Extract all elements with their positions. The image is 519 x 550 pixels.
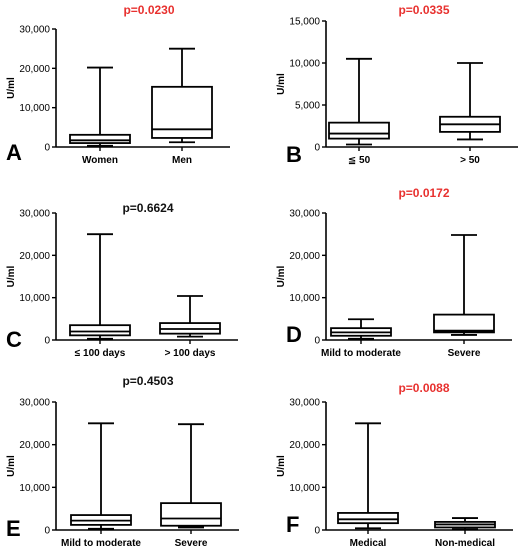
box-2 bbox=[439, 62, 501, 141]
y-tick-label: 10,000 bbox=[19, 293, 50, 304]
panel-letter: C bbox=[6, 327, 22, 352]
panel-letter: E bbox=[6, 516, 21, 541]
box-2 bbox=[160, 423, 222, 529]
panel-letter: F bbox=[286, 512, 299, 537]
panel-title: p=0.0335 bbox=[398, 3, 449, 17]
box-iqr bbox=[151, 85, 213, 139]
y-tick-label: 30,000 bbox=[19, 398, 50, 409]
box-2 bbox=[434, 517, 496, 531]
y-axis-label: U/ml bbox=[6, 265, 17, 287]
box-iqr bbox=[160, 502, 222, 527]
y-tick-label: 5,000 bbox=[295, 101, 320, 112]
panel-b: p=0.0335 B U/ml 0 5,000 10,000 15,000 ≦ 50 > 50 bbox=[276, 3, 518, 167]
box-iqr bbox=[337, 512, 399, 525]
y-tick-label: 10,000 bbox=[289, 59, 320, 70]
panel-d: p=0.0172 D U/ml 0 10,000 20,000 30,000 Mild to … bbox=[276, 186, 512, 359]
y-tick-label: 0 bbox=[314, 143, 320, 154]
x-tick-label: Women bbox=[82, 155, 118, 166]
y-tick-label: 0 bbox=[44, 526, 50, 537]
y-axis-label: U/ml bbox=[276, 265, 287, 287]
y-tick-label: 0 bbox=[314, 526, 320, 537]
box-1 bbox=[70, 422, 132, 530]
y-tick-label: 0 bbox=[314, 336, 320, 347]
y-tick-label: 0 bbox=[44, 143, 50, 154]
panel-title: p=0.4503 bbox=[122, 374, 173, 388]
box-1 bbox=[69, 233, 131, 340]
y-tick-label: 20,000 bbox=[289, 251, 320, 262]
box-iqr bbox=[69, 133, 131, 144]
y-tick-label: 20,000 bbox=[19, 440, 50, 451]
panel-f: p=0.0088 F U/ml 0 10,000 20,000 30,000 Medical N… bbox=[276, 381, 513, 549]
y-tick-label: 10,000 bbox=[19, 483, 50, 494]
y-tick-label: 15,000 bbox=[289, 17, 320, 28]
x-tick-label: ≤ 100 days bbox=[75, 348, 126, 359]
y-tick-label: 30,000 bbox=[19, 25, 50, 36]
x-tick-label: > 50 bbox=[460, 155, 480, 166]
y-tick-label: 20,000 bbox=[19, 251, 50, 262]
y-axis-label: U/ml bbox=[6, 77, 17, 99]
panel-e: p=0.4503 E U/ml 0 10,000 20,000 30,000 Mild to … bbox=[6, 374, 239, 549]
x-tick-label: Severe bbox=[448, 348, 481, 359]
y-tick-label: 0 bbox=[44, 336, 50, 347]
x-tick-label: Mild to moderate bbox=[321, 348, 401, 359]
panel-title: p=0.0088 bbox=[398, 381, 449, 395]
x-tick-label: Mild to moderate bbox=[61, 538, 141, 549]
y-axis-label: U/ml bbox=[276, 455, 287, 477]
x-tick-label: Men bbox=[172, 155, 192, 166]
x-tick-label: ≦ 50 bbox=[348, 155, 371, 166]
y-tick-label: 30,000 bbox=[289, 209, 320, 220]
panel-title: p=0.6624 bbox=[122, 201, 173, 215]
y-tick-label: 10,000 bbox=[289, 483, 320, 494]
y-tick-label: 20,000 bbox=[289, 440, 320, 451]
box-2 bbox=[151, 47, 213, 144]
panel-letter: B bbox=[286, 142, 302, 167]
box-2 bbox=[433, 234, 495, 336]
box-iqr bbox=[433, 313, 495, 334]
panel-letter: A bbox=[6, 140, 22, 165]
panel-title: p=0.0172 bbox=[398, 186, 449, 200]
box-2 bbox=[159, 295, 221, 338]
y-tick-label: 20,000 bbox=[19, 64, 50, 75]
box-1 bbox=[69, 66, 131, 147]
box-1 bbox=[330, 318, 392, 340]
box-1 bbox=[328, 57, 390, 146]
y-tick-label: 10,000 bbox=[289, 293, 320, 304]
panel-c: p=0.6624 C U/ml 0 10,000 20,000 30,000 ≤ 100 da… bbox=[6, 201, 238, 359]
panel-title: p=0.0230 bbox=[123, 3, 174, 17]
y-axis-label: U/ml bbox=[6, 455, 17, 477]
panel-a: p=0.0230 A U/ml 0 10,000 20,000 30,000 Women Men bbox=[6, 3, 230, 166]
box-iqr bbox=[69, 324, 131, 337]
panel-letter: D bbox=[286, 322, 302, 347]
x-tick-label: Non-medical bbox=[435, 538, 495, 549]
box-iqr bbox=[328, 121, 390, 140]
x-tick-label: Medical bbox=[350, 538, 387, 549]
box-1 bbox=[337, 422, 399, 530]
x-tick-label: Severe bbox=[175, 538, 208, 549]
y-tick-label: 10,000 bbox=[19, 103, 50, 114]
y-tick-label: 30,000 bbox=[19, 209, 50, 220]
x-tick-label: > 100 days bbox=[165, 348, 216, 359]
y-axis-label: U/ml bbox=[276, 73, 287, 95]
y-tick-label: 30,000 bbox=[289, 398, 320, 409]
